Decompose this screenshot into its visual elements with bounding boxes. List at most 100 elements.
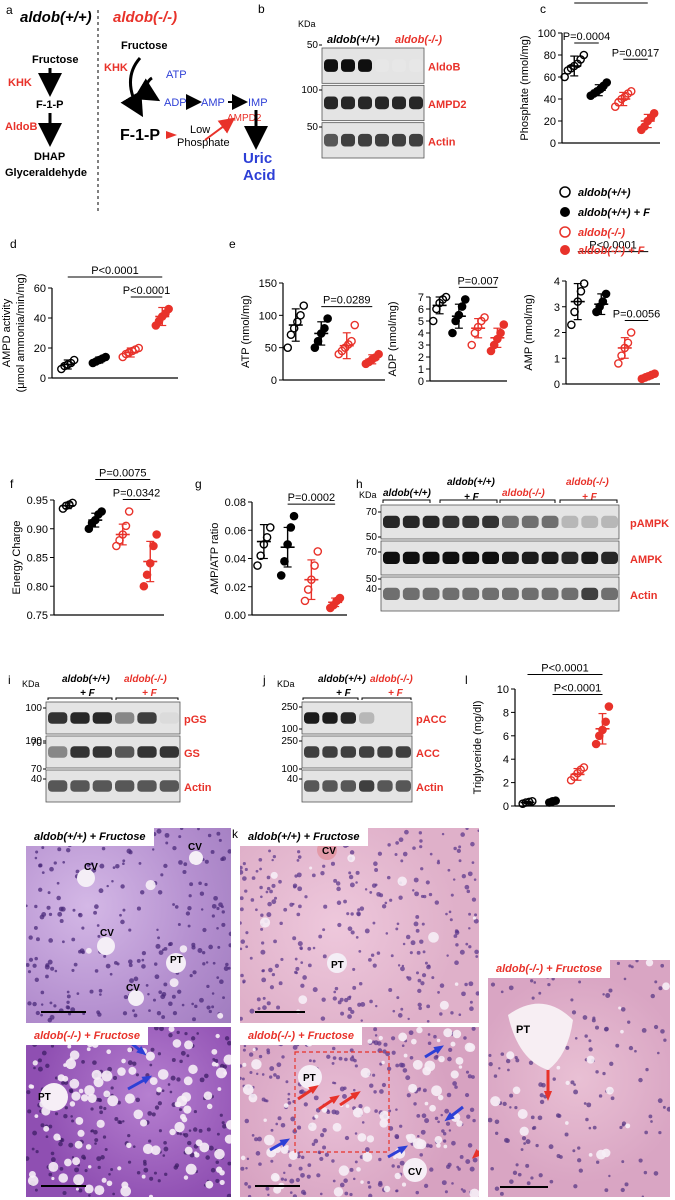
nucleus xyxy=(603,1027,609,1032)
nucleus xyxy=(641,1195,645,1197)
nucleus xyxy=(58,1141,63,1147)
nucleus xyxy=(112,1192,115,1196)
tick-label: 8 xyxy=(503,707,509,719)
nucleus xyxy=(154,962,158,966)
nucleus xyxy=(267,901,272,907)
lipid-vacuole xyxy=(57,1137,61,1141)
nucleus xyxy=(468,912,472,916)
annotation-arrowhead xyxy=(350,1091,361,1100)
nucleus xyxy=(281,1055,285,1059)
nucleus xyxy=(533,981,537,984)
nucleus xyxy=(191,1002,194,1006)
nucleus xyxy=(225,962,229,967)
nucleus xyxy=(54,1112,59,1116)
nucleus xyxy=(187,1140,192,1146)
nucleus xyxy=(278,879,282,884)
nucleus xyxy=(260,927,264,931)
nucleus xyxy=(364,888,368,891)
nucleus xyxy=(242,876,247,881)
lipid-vacuole xyxy=(80,1094,89,1102)
nucleus xyxy=(68,1142,74,1148)
blot-band xyxy=(137,746,157,758)
nucleus xyxy=(335,881,341,886)
nucleus xyxy=(171,1058,176,1062)
nucleus xyxy=(58,906,64,912)
lipid-vacuole xyxy=(63,1063,67,1067)
nucleus xyxy=(268,849,271,853)
nucleus xyxy=(422,950,426,954)
lipid-vacuole xyxy=(27,1175,39,1186)
nucleus xyxy=(608,1174,611,1178)
nucleus xyxy=(435,1054,439,1059)
nucleus xyxy=(227,1040,231,1046)
nucleus xyxy=(354,1160,358,1164)
blot-band xyxy=(358,133,372,147)
nucleus xyxy=(44,964,50,970)
p-value-label: P<0.0001 xyxy=(541,663,588,675)
nucleus xyxy=(164,832,170,838)
chart-f: 0.75 0.80 0.85 0.90 0.95 Energy Charge P=0.034… xyxy=(11,468,164,622)
nucleus xyxy=(624,1182,629,1187)
nucleus xyxy=(349,1192,353,1197)
lipid-vacuole xyxy=(86,1047,91,1052)
blot-i-kda: KDa xyxy=(22,679,40,689)
blot-band xyxy=(395,780,411,792)
nucleus xyxy=(288,1163,292,1168)
nucleus xyxy=(347,1006,352,1012)
nucleus xyxy=(133,1013,138,1018)
nucleus xyxy=(425,1143,430,1148)
nucleus xyxy=(246,1157,250,1161)
nucleus xyxy=(437,1120,440,1124)
nucleus xyxy=(49,1001,53,1005)
lipid-vacuole xyxy=(242,1062,247,1067)
nucleus xyxy=(244,1118,250,1124)
nucleus xyxy=(318,934,323,939)
band-label: Actin xyxy=(630,590,658,602)
vessel xyxy=(166,953,186,973)
blot-b-wt: aldob(+/+) xyxy=(327,34,380,46)
nucleus xyxy=(369,891,373,894)
nucleus xyxy=(415,928,420,933)
data-point xyxy=(300,596,310,606)
nucleus xyxy=(162,948,165,952)
nucleus xyxy=(456,848,461,853)
nucleus xyxy=(302,1191,307,1196)
nucleus xyxy=(40,1123,45,1128)
blot-band xyxy=(541,515,559,529)
nucleus xyxy=(215,1178,220,1183)
nucleus xyxy=(119,913,122,917)
tick-label: 2 xyxy=(418,352,424,364)
nucleus xyxy=(295,1177,300,1183)
data-point xyxy=(265,523,275,532)
lipid-vacuole xyxy=(145,880,156,891)
ko-uric: Uric xyxy=(243,150,272,167)
nucleus xyxy=(469,1166,475,1172)
nucleus xyxy=(654,980,658,984)
p-value-label: P<0.0001 xyxy=(589,240,636,252)
nucleus xyxy=(399,1160,405,1166)
panel-letter-l: l xyxy=(465,673,468,687)
nucleus xyxy=(296,1125,302,1130)
nucleus xyxy=(348,874,354,880)
data-point xyxy=(124,507,134,516)
data-point xyxy=(604,702,614,711)
nucleus xyxy=(610,1096,615,1101)
nucleus xyxy=(419,845,423,849)
nucleus xyxy=(470,841,475,847)
nucleus xyxy=(396,996,400,1000)
kda-marker: 70 xyxy=(366,507,378,518)
nucleus xyxy=(111,880,114,883)
nucleus xyxy=(35,850,39,854)
nucleus xyxy=(211,914,215,918)
data-point xyxy=(323,314,332,323)
nucleus xyxy=(292,885,297,889)
blot-band xyxy=(541,587,559,601)
nucleus xyxy=(33,925,38,930)
nucleus xyxy=(227,849,231,854)
nucleus xyxy=(595,1070,599,1074)
nucleus xyxy=(402,942,406,946)
nucleus xyxy=(179,1108,183,1112)
blot-group: AldoB AMPD2 Actin 50 100 50 xyxy=(301,40,467,159)
lipid-vacuole xyxy=(439,1000,449,1010)
